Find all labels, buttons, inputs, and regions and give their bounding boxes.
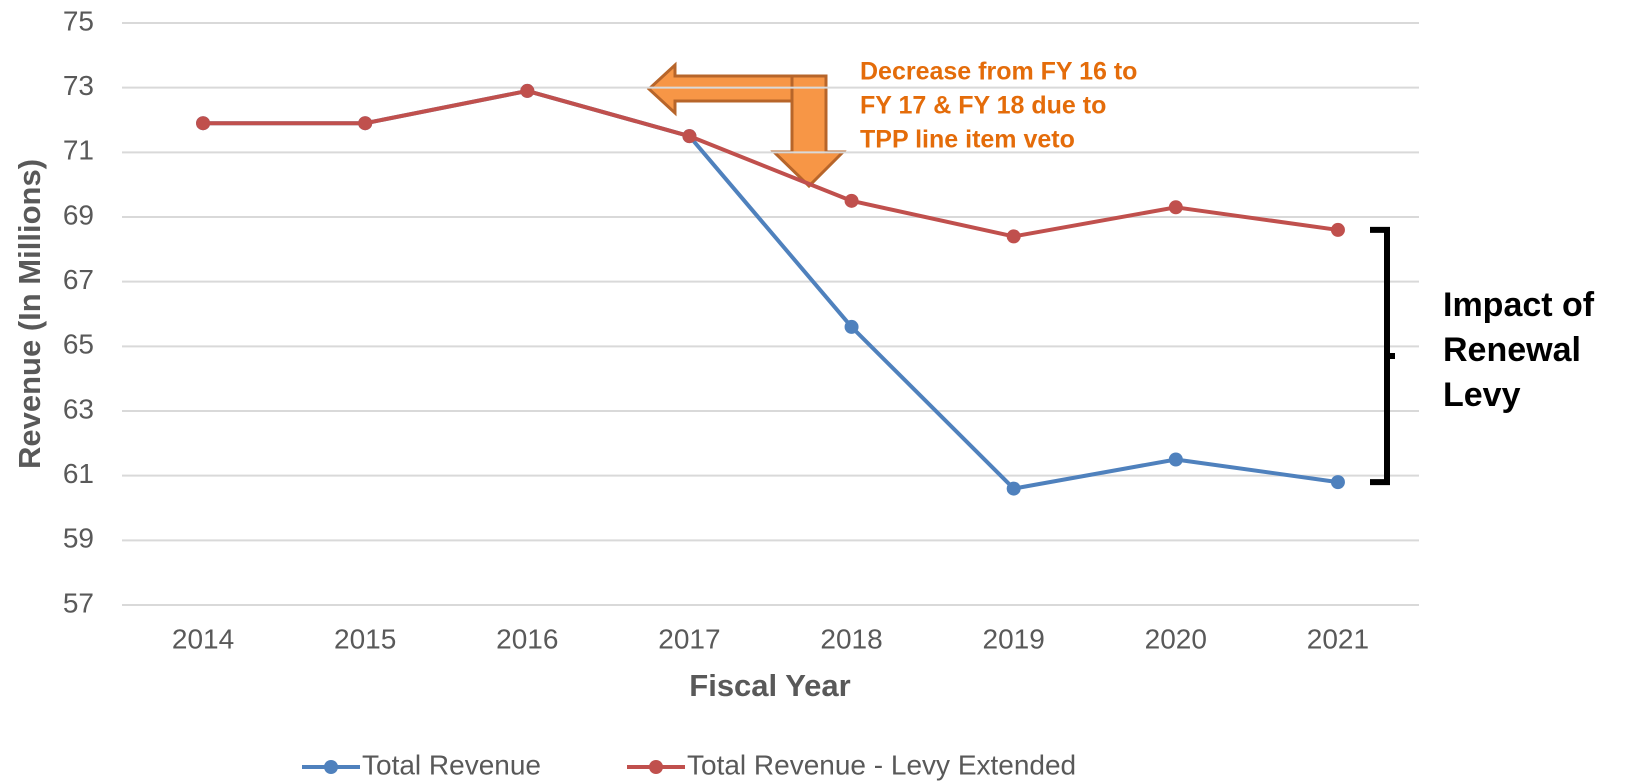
point xyxy=(520,83,535,98)
x-tick-label: 2016 xyxy=(496,623,558,654)
legend-marker xyxy=(324,760,338,774)
annotation: FY 17 & FY 18 due to xyxy=(860,92,1106,120)
legend-label: Total Revenue xyxy=(362,749,541,780)
x-axis-title: Fiscal Year xyxy=(689,668,850,703)
y-tick-label: 75 xyxy=(63,5,94,36)
impact-bracket xyxy=(1370,226,1395,486)
x-tick-label: 2021 xyxy=(1307,623,1369,654)
annotation: Impact of xyxy=(1443,286,1595,324)
point xyxy=(682,129,697,144)
x-tick-label: 2015 xyxy=(334,623,396,654)
point xyxy=(1168,452,1183,467)
annotation: Renewal xyxy=(1443,331,1581,369)
point xyxy=(1330,222,1345,237)
x-tick-label: 2020 xyxy=(1145,623,1207,654)
x-tick-label: 2014 xyxy=(172,623,234,654)
y-tick-label: 69 xyxy=(63,199,94,230)
annotation: Decrease from FY 16 to xyxy=(860,58,1137,86)
x-tick-label: 2018 xyxy=(820,623,882,654)
y-tick-label: 63 xyxy=(63,393,94,424)
y-tick-label: 59 xyxy=(63,523,94,554)
point xyxy=(1006,229,1021,244)
y-tick-label: 61 xyxy=(63,458,94,489)
y-tick-label: 73 xyxy=(63,70,94,101)
point xyxy=(1330,475,1345,490)
x-tick-label: 2017 xyxy=(658,623,720,654)
legend-label: Total Revenue - Levy Extended xyxy=(687,749,1076,780)
point xyxy=(1168,200,1183,215)
annotation: Levy xyxy=(1443,376,1521,414)
annotation: TPP line item veto xyxy=(860,126,1075,154)
y-tick-label: 67 xyxy=(63,264,94,295)
legend-marker xyxy=(649,760,663,774)
x-tick-label: 2019 xyxy=(983,623,1045,654)
point xyxy=(844,319,859,334)
series-line xyxy=(203,88,1339,239)
callout-arrows xyxy=(646,61,847,189)
point xyxy=(844,193,859,208)
point xyxy=(196,116,211,131)
point xyxy=(1006,481,1021,496)
point xyxy=(358,116,373,131)
y-axis-title: Revenue (In Millions) xyxy=(12,159,47,469)
y-tick-label: 57 xyxy=(63,587,94,618)
left-arrow xyxy=(646,61,794,117)
y-tick-label: 65 xyxy=(63,329,94,360)
y-tick-label: 71 xyxy=(63,135,94,166)
